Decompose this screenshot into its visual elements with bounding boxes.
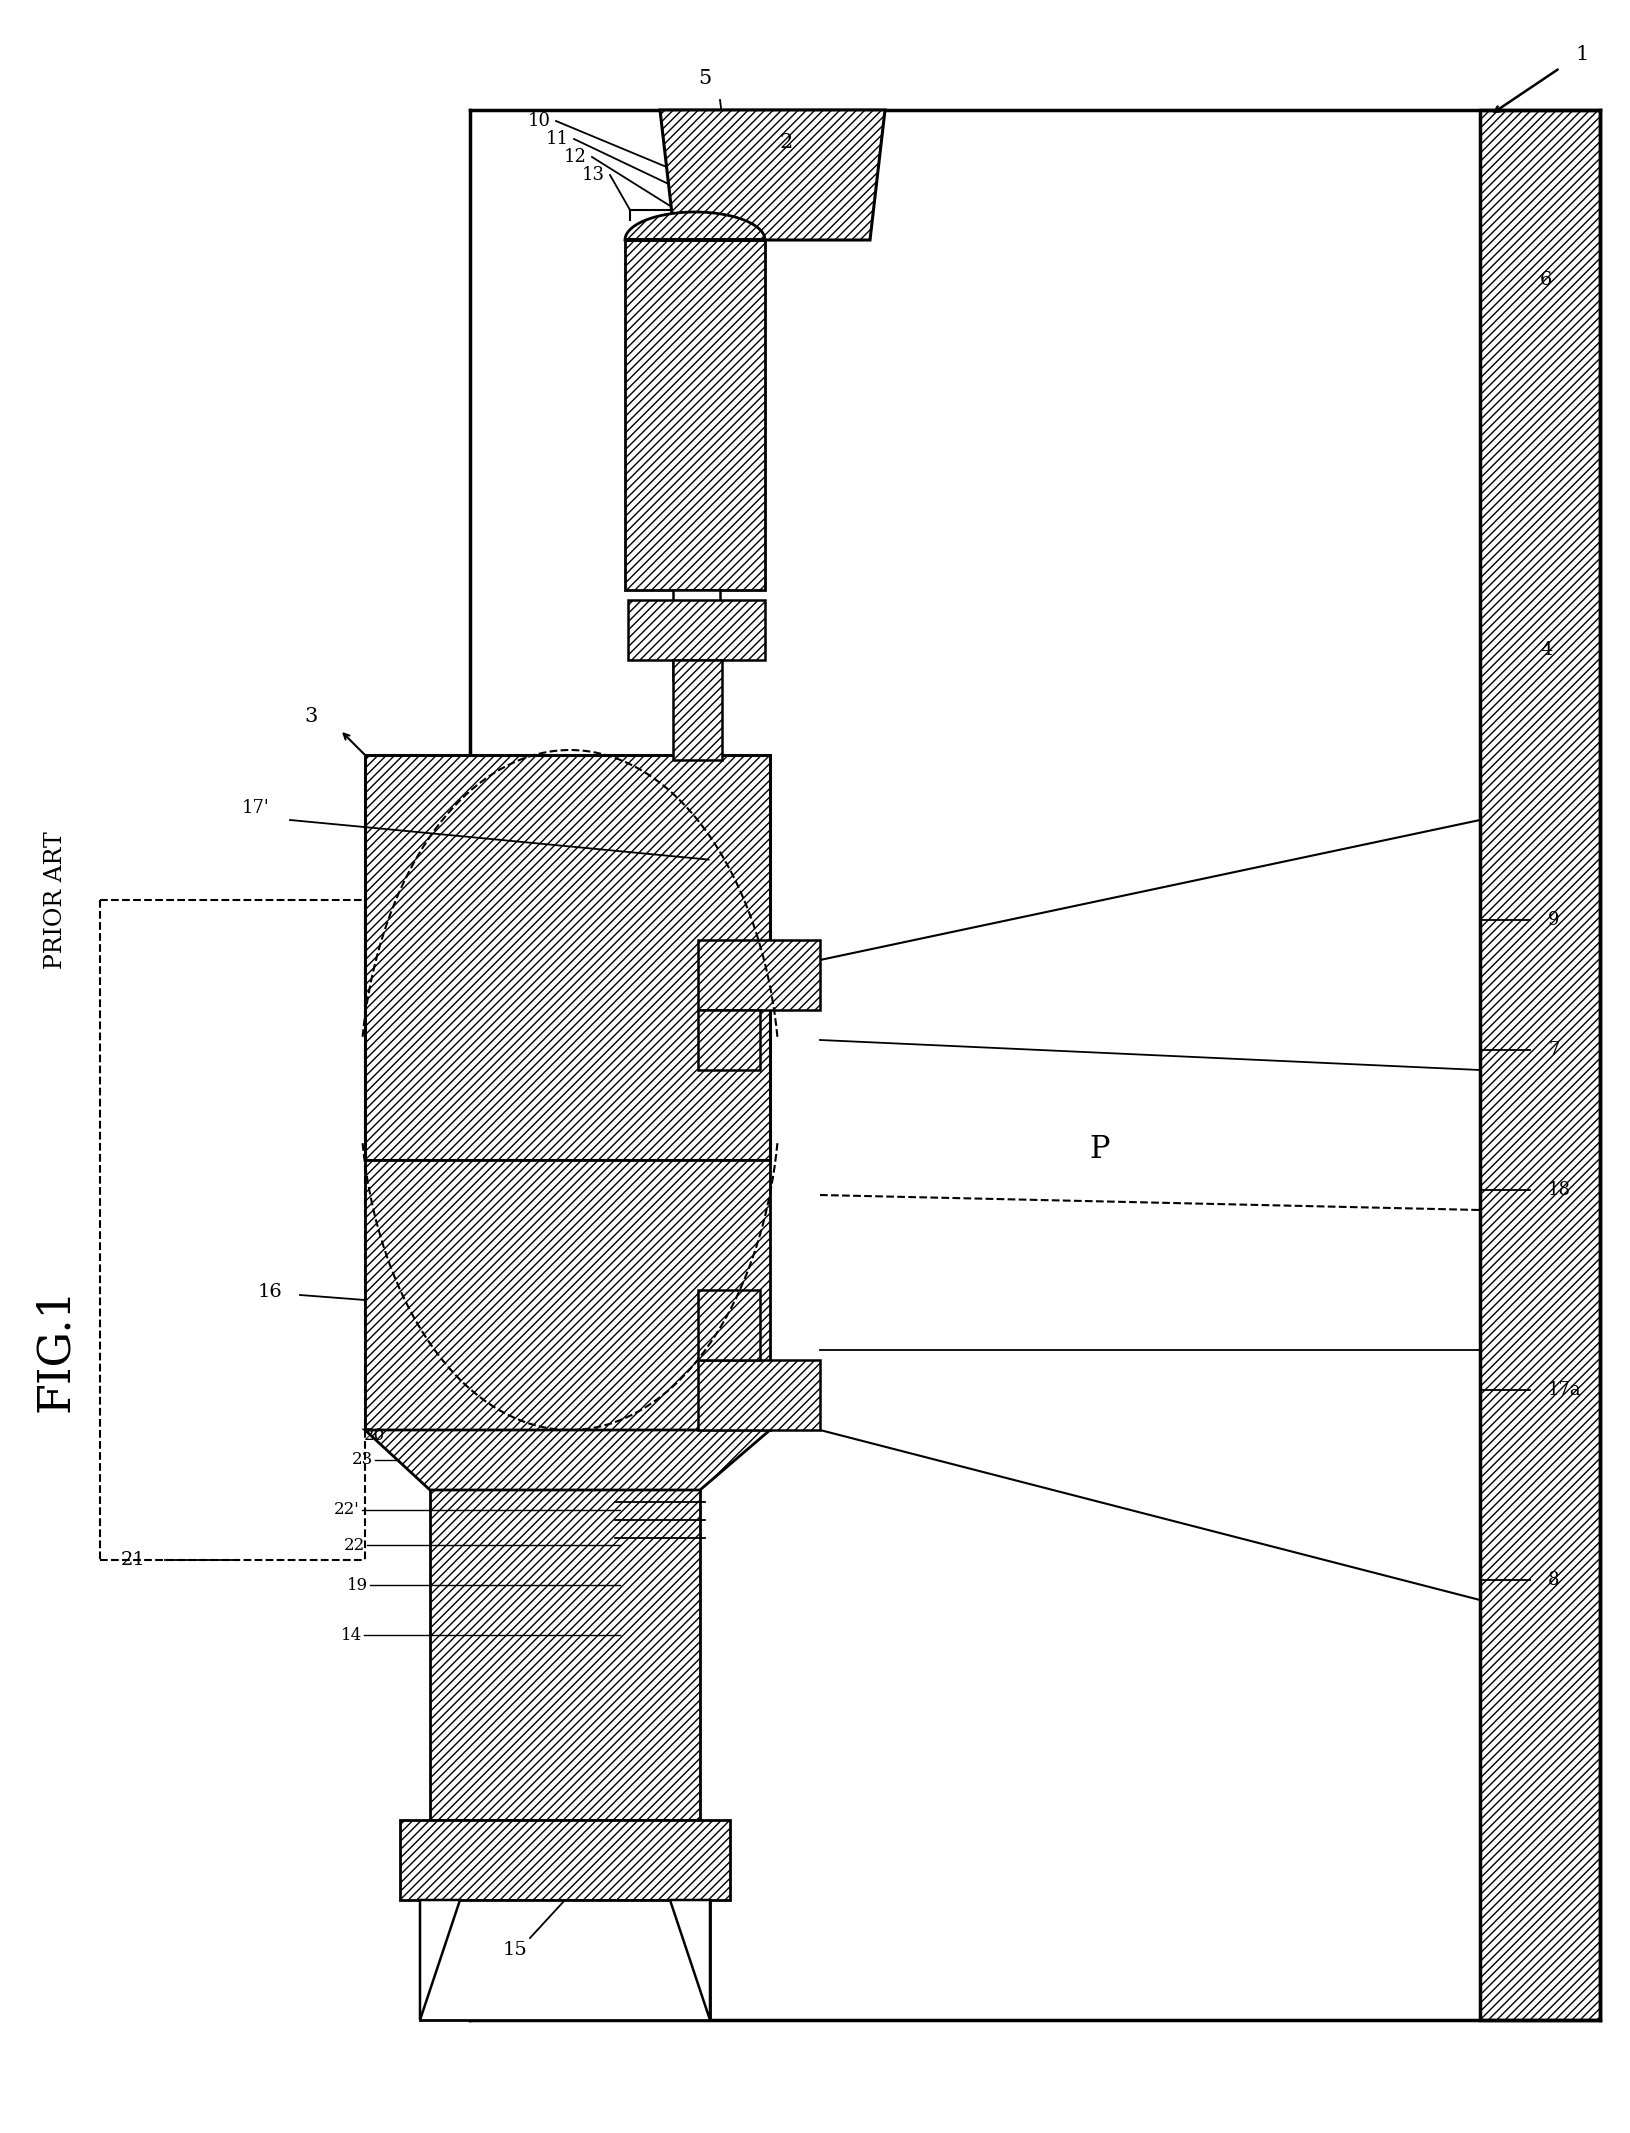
- Polygon shape: [365, 1429, 769, 1491]
- Text: 5: 5: [698, 68, 712, 87]
- Text: 9: 9: [1548, 911, 1560, 930]
- Polygon shape: [660, 111, 885, 241]
- Polygon shape: [1480, 111, 1601, 2020]
- Text: 13: 13: [582, 166, 605, 183]
- Polygon shape: [469, 111, 1480, 2020]
- Text: 1: 1: [1575, 45, 1588, 64]
- Text: 22': 22': [334, 1502, 360, 1519]
- Text: 23: 23: [352, 1450, 373, 1468]
- Text: 22: 22: [344, 1536, 365, 1553]
- Text: 4: 4: [1540, 642, 1552, 659]
- Text: PRIOR ART: PRIOR ART: [44, 832, 67, 968]
- Text: FIG.1: FIG.1: [33, 1288, 77, 1412]
- Polygon shape: [698, 941, 820, 1011]
- Polygon shape: [365, 1160, 769, 1429]
- Text: 6: 6: [1540, 271, 1552, 288]
- Polygon shape: [628, 599, 764, 659]
- Text: 7: 7: [1548, 1041, 1560, 1058]
- Text: 17a: 17a: [1548, 1380, 1581, 1399]
- Polygon shape: [698, 1361, 820, 1429]
- Text: 19: 19: [347, 1576, 368, 1593]
- Polygon shape: [698, 1290, 760, 1361]
- Text: 14: 14: [341, 1627, 362, 1645]
- Text: 18: 18: [1548, 1182, 1571, 1199]
- Text: 21: 21: [121, 1551, 145, 1570]
- Text: 10: 10: [528, 113, 551, 130]
- Text: 3: 3: [305, 706, 318, 725]
- Polygon shape: [624, 211, 764, 241]
- Text: 2: 2: [781, 132, 794, 151]
- Text: 11: 11: [546, 130, 569, 147]
- Polygon shape: [624, 241, 764, 591]
- Polygon shape: [670, 1901, 711, 2020]
- Text: 16: 16: [258, 1284, 282, 1301]
- Text: 15: 15: [502, 1941, 528, 1958]
- Polygon shape: [698, 1011, 760, 1071]
- Polygon shape: [421, 1901, 711, 2020]
- Polygon shape: [399, 1819, 730, 1901]
- Polygon shape: [430, 1429, 699, 1819]
- Polygon shape: [673, 591, 720, 680]
- Polygon shape: [365, 755, 769, 1160]
- Polygon shape: [673, 659, 722, 759]
- Text: 17': 17': [243, 800, 271, 817]
- Polygon shape: [421, 1901, 460, 2020]
- Text: 20: 20: [363, 1427, 385, 1444]
- Text: 12: 12: [564, 147, 587, 166]
- Text: P: P: [1090, 1135, 1110, 1165]
- Text: 8: 8: [1548, 1572, 1560, 1589]
